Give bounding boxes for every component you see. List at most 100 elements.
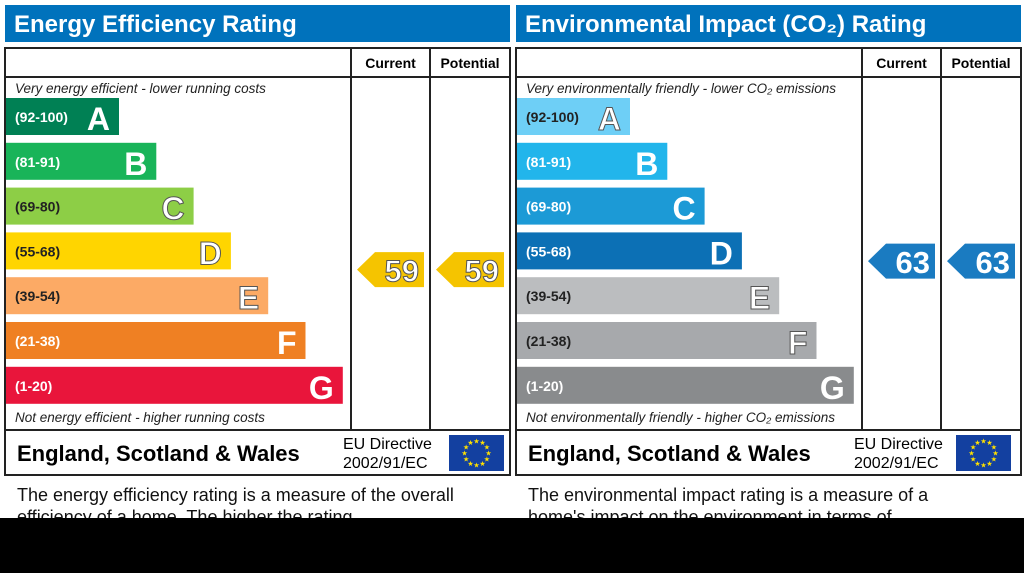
band-letter: G	[820, 370, 845, 406]
energy-description: The energy efficiency rating is a measur…	[17, 485, 454, 518]
eu-star: ★	[974, 439, 980, 447]
energy-efficiency-panel: Energy Efficiency Rating Current Potential…	[4, 5, 511, 476]
band-range: (69-80)	[15, 199, 60, 215]
band-letter: D	[199, 235, 222, 271]
eu-flag-icon: ★ ★★★★★★★★★★★	[956, 435, 1011, 471]
eu-star: ★	[991, 444, 997, 452]
current-rating-value: 63	[896, 245, 930, 280]
band-letter: E	[749, 280, 770, 316]
eu-star: ★	[473, 438, 479, 446]
black-bar	[0, 518, 1024, 573]
band-range: (1-20)	[526, 378, 563, 394]
panel-header	[516, 5, 1021, 42]
band-range: (21-38)	[15, 333, 60, 349]
eu-star: ★	[980, 438, 986, 446]
directive-line2: 2002/91/EC	[343, 455, 428, 472]
band-A: (92-100) A	[6, 98, 119, 137]
bottom-note: Not environmentally friendly - higher CO…	[526, 410, 835, 425]
band-B: (81-91) B	[6, 142, 157, 182]
eu-star: ★	[986, 439, 992, 447]
eu-star: ★	[992, 450, 998, 458]
band-range: (92-100)	[15, 109, 68, 125]
band-A: (92-100) A	[517, 98, 630, 138]
eu-star: ★	[473, 462, 479, 470]
eu-star: ★	[485, 450, 491, 458]
eu-star: ★	[479, 439, 485, 447]
panel-title: Energy Efficiency Rating	[14, 11, 297, 38]
eu-star: ★	[463, 444, 469, 452]
eu-star: ★	[968, 450, 974, 458]
band-bar	[517, 98, 630, 135]
current-rating-arrow: 59	[357, 252, 424, 289]
current-rating-value: 59	[385, 254, 419, 289]
band-range: (55-68)	[15, 243, 60, 259]
eu-star: ★	[479, 460, 485, 468]
environmental-impact-panel: Environmental Impact (CO₂) Rating Current…	[515, 5, 1022, 476]
top-note: Very energy efficient - lower running co…	[15, 81, 266, 96]
band-letter: C	[672, 191, 695, 227]
band-range: (92-100)	[526, 109, 579, 125]
eu-star: ★	[970, 444, 976, 452]
band-D: (55-68) D	[6, 232, 231, 272]
band-G: (1-20) G	[6, 366, 343, 406]
band-bar	[6, 322, 306, 359]
eu-star: ★	[461, 450, 467, 458]
directive-line1: EU Directive	[854, 436, 943, 453]
band-letter: A	[598, 101, 621, 137]
band-letter: E	[238, 280, 259, 316]
potential-arrow-shape	[947, 243, 1015, 279]
eu-star: ★	[986, 460, 992, 468]
band-range: (39-54)	[526, 288, 571, 304]
eu-flag-field	[956, 435, 1011, 471]
footer-region: England, Scotland & Wales	[528, 441, 811, 466]
bottom-note: Not energy efficient - higher running co…	[15, 410, 265, 425]
eu-star: ★	[991, 456, 997, 464]
band-range: (55-68)	[526, 243, 571, 259]
potential-rating-value: 63	[976, 245, 1010, 280]
band-C: (69-80) C	[517, 187, 705, 227]
band-letter: G	[309, 370, 334, 406]
eu-flag-icon: ★ ★★★★★★★★★★★	[449, 435, 504, 471]
band-range: (69-80)	[526, 199, 571, 215]
band-F: (21-38) F	[6, 322, 306, 361]
eu-star: ★	[467, 439, 473, 447]
current-rating-arrow: 63	[868, 243, 935, 280]
band-bar	[6, 187, 194, 225]
band-D: (55-68) D	[517, 232, 742, 271]
band-range: (21-38)	[526, 333, 571, 349]
eu-star: ★	[463, 456, 469, 464]
band-letter: B	[635, 146, 658, 182]
band-F: (21-38) F	[517, 322, 817, 362]
potential-rating-arrow: 63	[947, 243, 1015, 280]
band-bar	[6, 366, 343, 404]
band-E: (39-54) E	[6, 277, 269, 317]
band-bar	[6, 277, 269, 315]
band-letter: C	[161, 191, 184, 227]
band-letter: A	[87, 101, 110, 137]
band-bar	[6, 232, 231, 270]
band-B: (81-91) B	[517, 142, 668, 182]
band-letter: F	[277, 325, 297, 361]
panel-header	[5, 5, 510, 42]
band-range: (1-20)	[15, 378, 52, 394]
column-header-potential: Potential	[440, 55, 499, 71]
column-header-potential: Potential	[951, 55, 1010, 71]
panel-title: Environmental Impact (CO₂) Rating	[525, 11, 926, 38]
eu-star: ★	[974, 460, 980, 468]
column-header-current: Current	[365, 55, 416, 71]
band-range: (81-91)	[15, 154, 60, 170]
top-note: Very environmentally friendly - lower CO…	[526, 81, 836, 96]
band-bar	[517, 322, 817, 359]
potential-rating-value: 59	[465, 254, 499, 289]
band-letter: B	[124, 146, 147, 182]
directive-line2: 2002/91/EC	[854, 455, 939, 472]
band-bar	[517, 366, 854, 404]
band-letter: F	[788, 325, 808, 361]
potential-rating-arrow: 59	[436, 252, 504, 289]
eu-flag-field	[449, 435, 504, 471]
eu-star: ★	[970, 456, 976, 464]
current-arrow-shape	[357, 252, 424, 288]
band-E: (39-54) E	[517, 277, 780, 317]
eu-star: ★	[980, 462, 986, 470]
